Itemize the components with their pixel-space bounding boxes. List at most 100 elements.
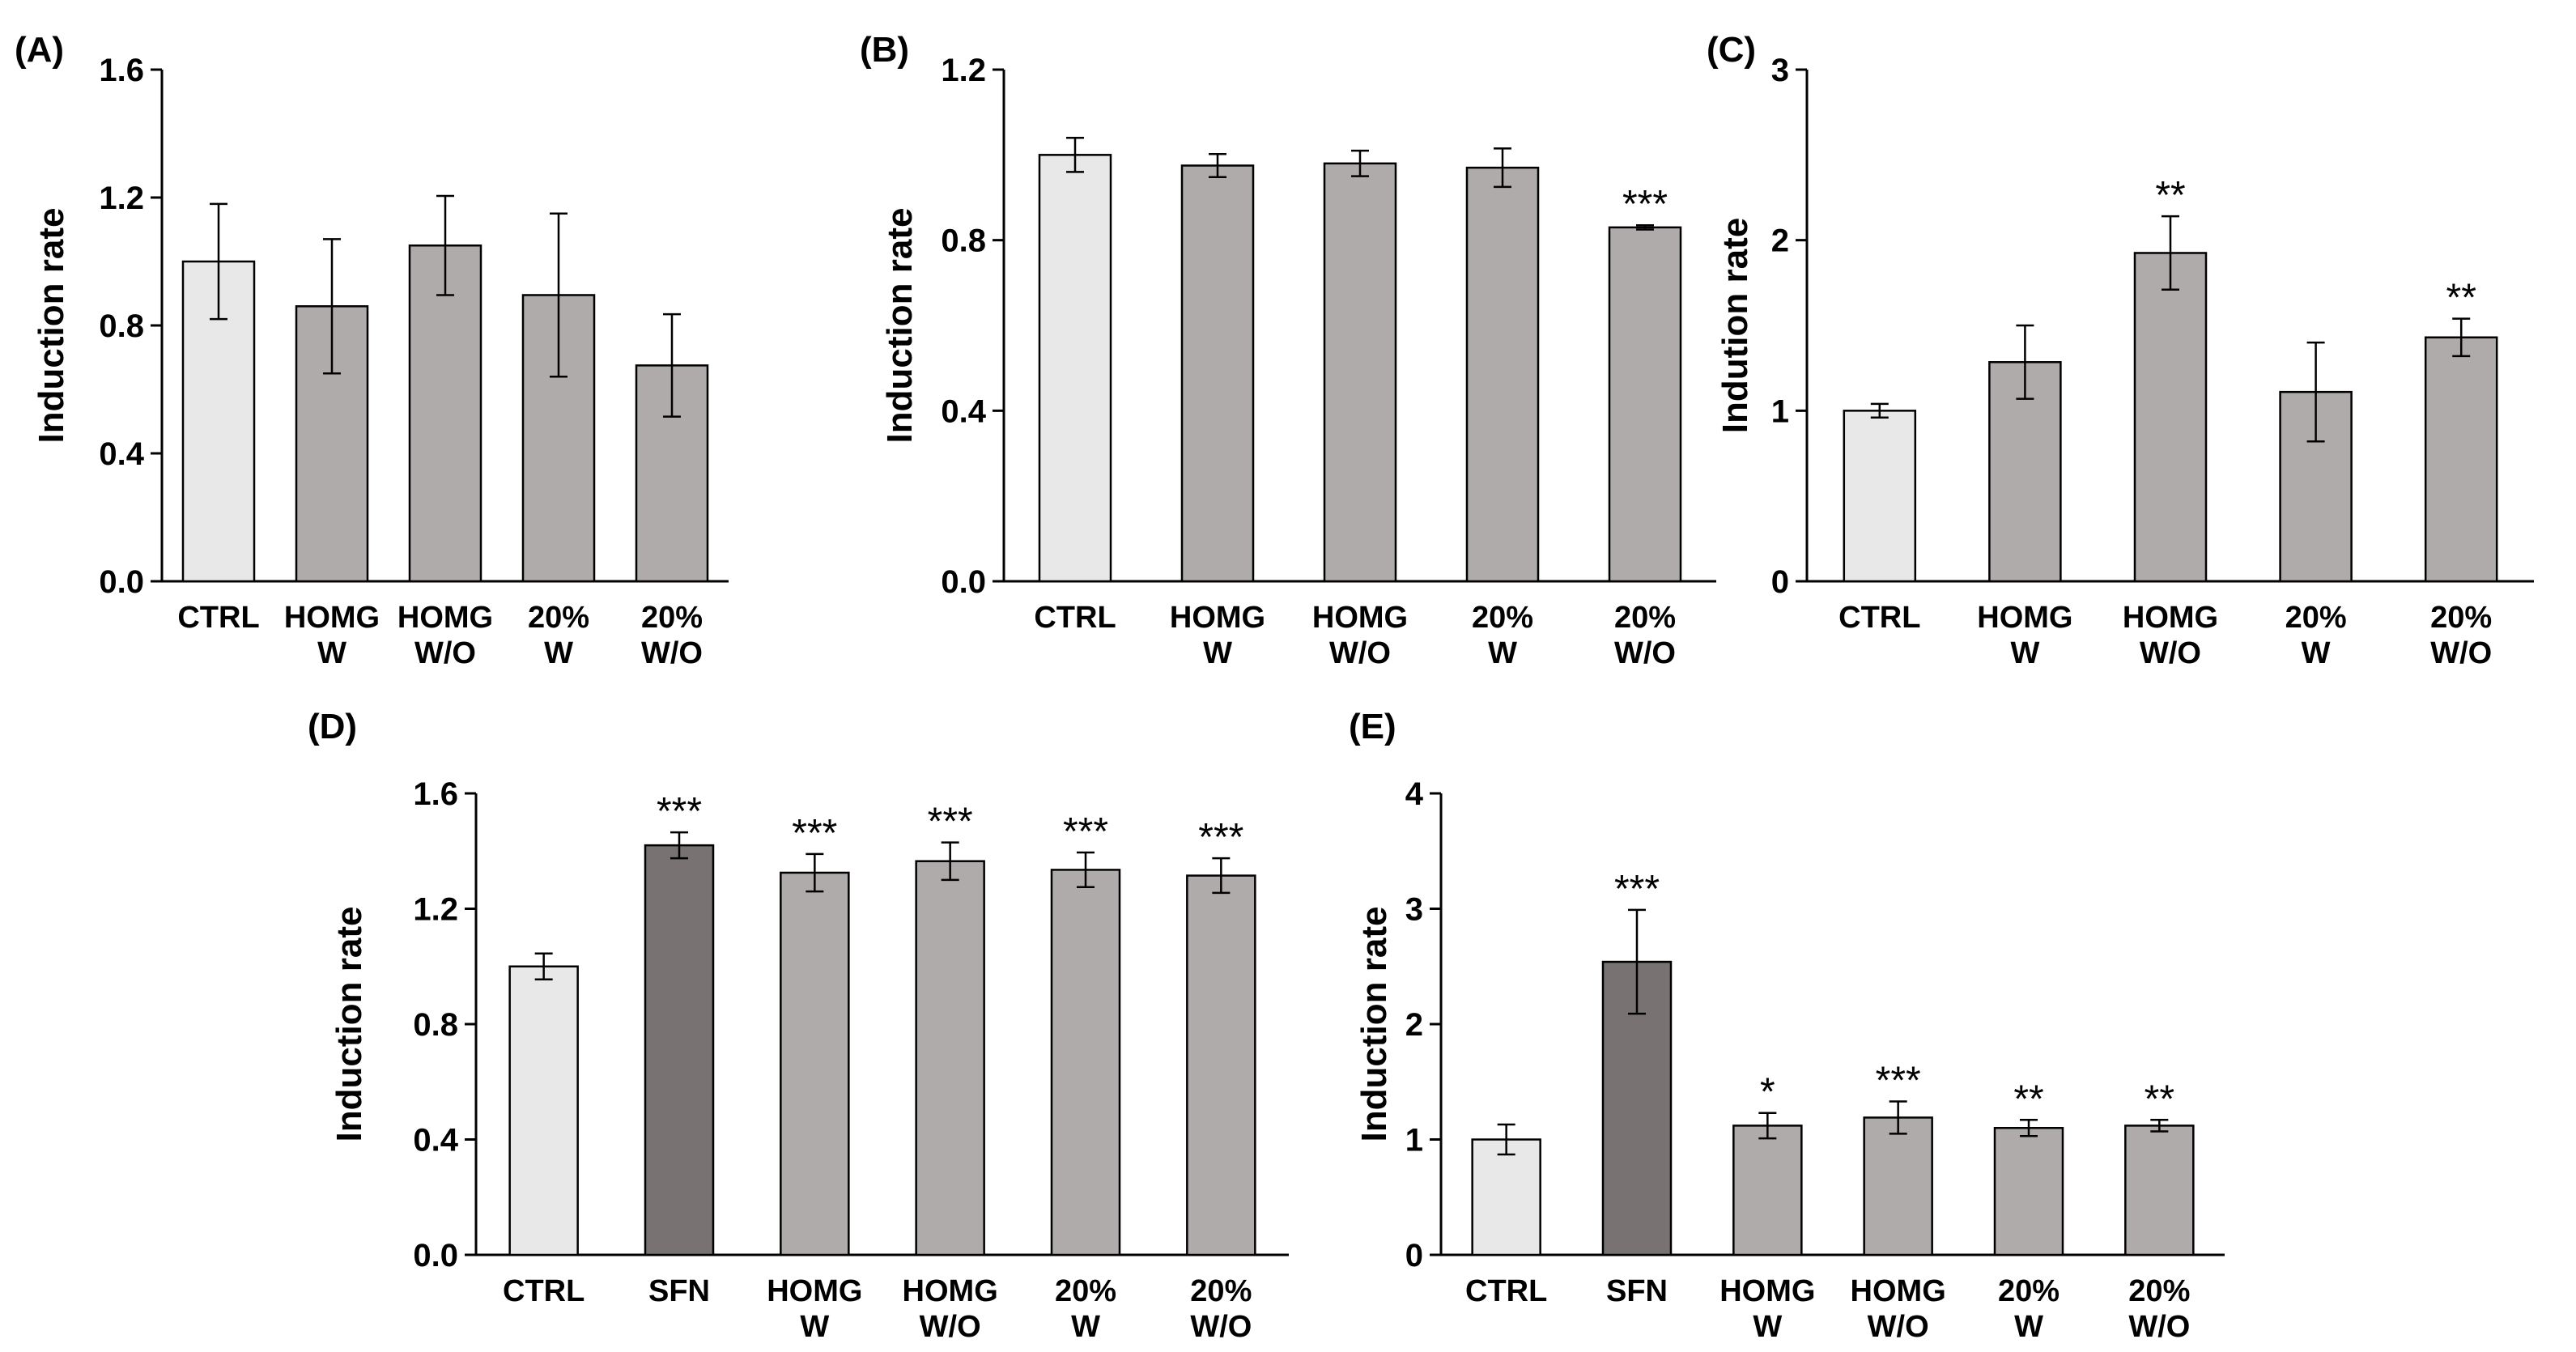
- category-label: HOMG: [1719, 1274, 1815, 1308]
- y-tick-label: 0.4: [413, 1123, 458, 1159]
- y-tick-label: 1.2: [941, 53, 986, 88]
- bar: [1732, 1125, 1803, 1256]
- category-label: HOMG: [1312, 601, 1408, 635]
- category-label: 20%: [1055, 1274, 1116, 1308]
- error-bar: [1636, 223, 1654, 231]
- category-label: W/O: [920, 1310, 981, 1344]
- significance-label: ***: [1063, 810, 1108, 853]
- error-bar: [1351, 149, 1369, 177]
- category-label: 20%: [1998, 1274, 2060, 1308]
- category-label: HOMG: [903, 1274, 998, 1308]
- category-label: W/O: [641, 636, 703, 670]
- bar: [780, 871, 850, 1256]
- y-tick-label: 0: [1405, 1238, 1423, 1273]
- category-label: W/O: [1868, 1310, 1929, 1344]
- y-axis-title: Induction rate: [1354, 907, 1394, 1142]
- category-label: HOMG: [767, 1274, 862, 1308]
- panel-label: (B): [860, 30, 909, 70]
- significance-label: ***: [657, 790, 702, 833]
- category-label: HOMG: [1170, 601, 1265, 635]
- y-tick-label: 3: [1405, 892, 1423, 928]
- category-label: W: [1753, 1310, 1782, 1344]
- error-bar: [323, 238, 341, 375]
- panel-label: (D): [308, 707, 357, 746]
- y-tick-label: 1: [1771, 393, 1789, 429]
- category-label: 20%: [1472, 601, 1533, 635]
- y-axis-title: Induction rate: [32, 208, 71, 444]
- bar: [1186, 874, 1256, 1256]
- bar: [2133, 252, 2208, 583]
- category-label: HOMG: [2123, 601, 2218, 635]
- y-axis-title: Induction rate: [880, 208, 920, 444]
- category-label: CTRL: [1465, 1274, 1547, 1308]
- category-label: W: [2014, 1310, 2043, 1344]
- error-bar: [2306, 341, 2325, 443]
- y-tick-label: 0.4: [941, 393, 986, 429]
- error-bar: [210, 202, 227, 321]
- bar: [408, 244, 482, 583]
- error-bar: [1497, 1123, 1515, 1156]
- error-bar: [1628, 908, 1646, 1015]
- chart-panel: (B) Induction rate 0.0 0.4 0.8 1.2 CTRL HOMG W HO…: [860, 30, 1716, 670]
- y-tick-label: 0.0: [99, 564, 144, 600]
- y-tick-label: 0: [1771, 564, 1789, 600]
- category-label: CTRL: [177, 601, 259, 635]
- category-label: W/O: [2128, 1310, 2190, 1344]
- bar: [2124, 1125, 2195, 1256]
- category-label: W/O: [2430, 636, 2492, 670]
- category-label: 20%: [641, 601, 703, 635]
- category-label: CTRL: [503, 1274, 584, 1308]
- bar: [508, 965, 579, 1256]
- panel-label: (E): [1349, 707, 1396, 746]
- category-label: W/O: [1329, 636, 1391, 670]
- error-bar: [2162, 215, 2179, 291]
- category-label: 20%: [1190, 1274, 1252, 1308]
- significance-label: ***: [1614, 868, 1660, 911]
- category-label: CTRL: [1034, 601, 1116, 635]
- significance-label: *: [1760, 1071, 1775, 1114]
- category-label: CTRL: [1838, 601, 1920, 635]
- category-label: W/O: [1614, 636, 1676, 670]
- category-label: W: [1488, 636, 1517, 670]
- y-tick-label: 1: [1405, 1123, 1423, 1159]
- bar: [644, 844, 715, 1256]
- category-label: 20%: [2128, 1274, 2190, 1308]
- category-label: W: [317, 636, 346, 670]
- significance-label: ***: [928, 801, 973, 844]
- category-label: W: [544, 636, 573, 670]
- y-tick-label: 0.8: [941, 223, 986, 259]
- error-bar: [1077, 851, 1095, 889]
- y-tick-label: 0.0: [941, 564, 986, 600]
- bar: [1323, 162, 1397, 583]
- error-bar: [2016, 324, 2034, 400]
- significance-label: **: [2013, 1078, 2043, 1120]
- y-tick-label: 1.6: [99, 53, 144, 88]
- error-bar: [670, 831, 688, 860]
- error-bar: [1494, 147, 1511, 189]
- category-label: HOMG: [1977, 601, 2072, 635]
- panel-label: (C): [1707, 30, 1756, 70]
- y-tick-label: 1.2: [99, 181, 144, 216]
- bar: [1993, 1127, 2064, 1256]
- category-label: HOMG: [397, 601, 493, 635]
- error-bar: [941, 841, 959, 882]
- category-label: 20%: [2430, 601, 2492, 635]
- chart-panel: (A) Induction rate 0.0 0.4 0.8 1.2 1.6 CTRL HOMG…: [15, 30, 729, 670]
- error-bar: [1066, 137, 1084, 173]
- error-bar: [2452, 317, 2471, 358]
- significance-label: **: [2145, 1078, 2174, 1120]
- category-label: W: [2010, 636, 2039, 670]
- y-tick-label: 1.2: [413, 892, 458, 928]
- error-bar: [2020, 1119, 2038, 1137]
- significance-label: ***: [1876, 1059, 1921, 1102]
- category-label: 20%: [1614, 601, 1676, 635]
- y-tick-label: 1.6: [413, 776, 458, 812]
- significance-label: **: [2446, 277, 2476, 320]
- bar: [1180, 164, 1255, 583]
- category-label: W/O: [414, 636, 476, 670]
- category-label: W/O: [1190, 1310, 1252, 1344]
- category-label: W: [1071, 1310, 1100, 1344]
- error-bar: [806, 852, 824, 893]
- bar: [1465, 166, 1540, 583]
